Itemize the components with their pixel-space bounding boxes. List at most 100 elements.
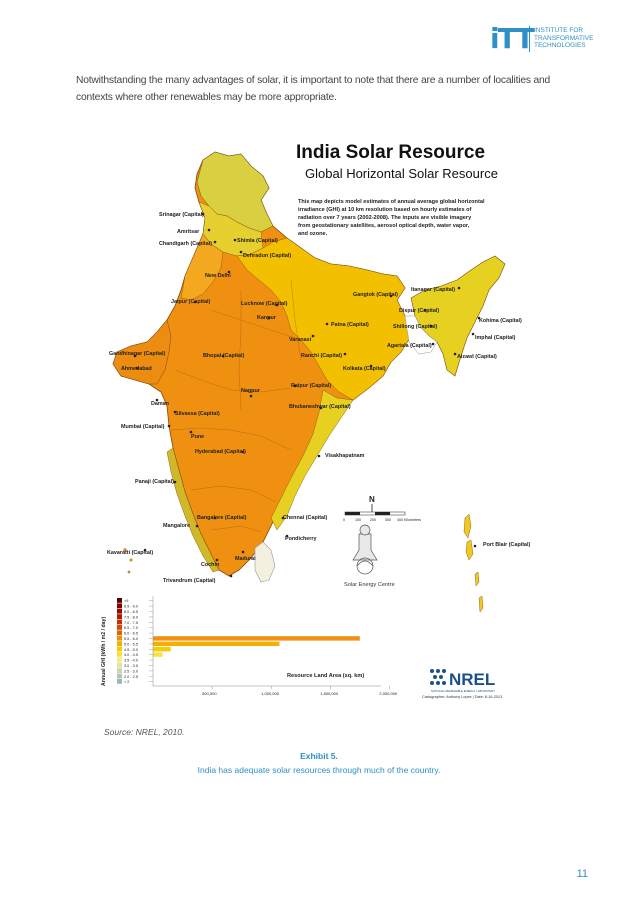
- nrel-logo: NREL NATIONAL RENEWABLE ENERGY LABORATOR…: [422, 669, 502, 699]
- city-label: Hyderabad (Capital): [195, 449, 246, 455]
- city-label: Kolkata (Capital): [343, 366, 386, 372]
- city-label: Mangalore: [163, 523, 190, 529]
- itt-logo-text: INSTITUTE FOR TRANSFORMATIVE TECHNOLOGIE…: [534, 27, 593, 50]
- legend-swatch: [117, 679, 122, 684]
- city-label: Gangtok (Capital): [353, 292, 398, 298]
- city-labels: Srinagar (Capital) Amritsar Chandigarh (…: [107, 212, 531, 584]
- figure-source: Source: NREL, 2010.: [104, 727, 185, 737]
- logo-line: INSTITUTE FOR: [534, 27, 584, 34]
- city-label: Kanpur: [257, 315, 277, 321]
- city-label: Aizawl (Capital): [457, 354, 497, 360]
- legend-category-label: < 2: [124, 680, 129, 684]
- north-label: N: [369, 495, 375, 504]
- x-tick-label: 1,500,000: [320, 691, 339, 696]
- map-description-line: irradiance (GHI) at 10 km resolution bas…: [298, 207, 472, 213]
- city-label: Raipur (Capital): [291, 383, 331, 389]
- city-label: Imphal (Capital): [475, 335, 516, 341]
- legend-swatch: [117, 630, 122, 636]
- city-label: Chennai (Capital): [283, 515, 328, 521]
- legend-category-label: 6.0 - 6.5: [124, 632, 138, 636]
- bangladesh-gap: [404, 315, 438, 355]
- legend-swatch: [117, 652, 122, 657]
- city-label: Gandhinagar (Capital): [109, 351, 166, 357]
- legend-category-label: 4.5 - 5.0: [124, 648, 138, 652]
- legend-swatch: [117, 608, 122, 614]
- itt-logo-mark: iTT: [490, 22, 534, 55]
- map-description-line: from geostationary satellites, aerosol o…: [298, 223, 470, 229]
- gangetic-plain-region: [236, 237, 412, 401]
- legend-swatch: [117, 635, 122, 641]
- city-label: Kavaratti (Capital): [107, 550, 153, 556]
- scale-tick: 200: [370, 518, 376, 522]
- legend-swatch: [117, 641, 122, 646]
- legend-swatch: [117, 662, 122, 668]
- national-emblem: [352, 524, 378, 575]
- city-label: Srinagar (Capital): [159, 212, 204, 218]
- legend-bar: [153, 641, 280, 646]
- east-coast-region: [270, 389, 354, 531]
- legend-bar: [153, 636, 360, 641]
- map-description-line: radiation over 7 years (2002-2008). The …: [298, 215, 472, 221]
- city-label: Mumbai (Capital): [121, 424, 165, 430]
- legend-category-label: 3.5 - 4.0: [124, 659, 138, 663]
- city-label: Kohima (Capital): [479, 318, 522, 324]
- legend-swatch: [117, 673, 122, 679]
- exhibit-title: Exhibit 5.: [300, 751, 338, 761]
- map-subtitle: Global Horizontal Solar Resource: [305, 166, 498, 181]
- legend-category-label: 5.0 - 5.5: [124, 642, 138, 646]
- city-label: Panaji (Capital): [135, 479, 174, 485]
- city-label: Silvassa (Capital): [175, 411, 220, 417]
- legend-swatch: [117, 614, 122, 619]
- legend-category-label: 2.5 - 3.0: [124, 669, 138, 673]
- city-label: Shimla (Capital): [237, 238, 278, 244]
- city-label: Ranchi (Capital): [301, 353, 342, 359]
- exhibit-caption: India has adequate solar resources throu…: [197, 765, 441, 775]
- city-label: Patna (Capital): [331, 322, 369, 328]
- x-tick-label: 500,000: [202, 691, 217, 696]
- legend-swatch: [117, 646, 122, 652]
- map-description-line: This map depicts model estimates of annu…: [298, 199, 485, 205]
- nrel-subtext: NATIONAL RENEWABLE ENERGY LABORATORY: [431, 689, 495, 693]
- itt-logo: iTT INSTITUTE FOR TRANSFORMATIVE TECHNOL…: [490, 22, 600, 58]
- city-label: Cochin: [201, 562, 219, 568]
- city-label: Lucknow (Capital): [241, 301, 288, 307]
- scale-tick: 100: [355, 518, 361, 522]
- legend-category-label: 7.5 - 8.0: [124, 615, 138, 619]
- city-label: Bhopal (Capital): [203, 353, 245, 359]
- logo-divider: [529, 26, 530, 52]
- city-label: Dehradun (Capital): [243, 253, 291, 259]
- city-label: Bangalore (Capital): [197, 515, 247, 521]
- legend-category-label: 3.0 - 3.5: [124, 664, 138, 668]
- scale-tick: 400 Kilometers: [397, 518, 421, 522]
- nrel-wordmark: NREL: [449, 670, 495, 689]
- legend-category-label: 5.5 - 6.0: [124, 637, 138, 641]
- gujarat-region: [112, 319, 172, 385]
- city-label: Nagpur: [241, 388, 261, 394]
- emblem-caption: Solar Energy Centre: [344, 582, 395, 588]
- city-label: Daman: [151, 401, 169, 407]
- legend-bar: [153, 647, 171, 652]
- ghi-legend-chart: Annual GHI (kWh / m2 / day) >9 8.5 - 9.08…: [101, 596, 398, 696]
- city-label: Chandigarh (Capital): [159, 241, 212, 247]
- india-solar-map-figure: India Solar Resource Global Horizontal S…: [91, 130, 544, 715]
- chart-ylabel: Annual GHI (kWh / m2 / day): [101, 617, 107, 686]
- city-label: Itanagar (Capital): [411, 287, 455, 293]
- legend-category-label: 8.0 - 8.5: [124, 610, 138, 614]
- legend-category-label: >9: [124, 599, 128, 603]
- intro-paragraph: Notwithstanding the many advantages of s…: [76, 75, 551, 103]
- sri-lanka-shape: [254, 541, 276, 583]
- rajasthan-region: [180, 233, 224, 301]
- north-arrow: N: [369, 495, 375, 514]
- state-boundaries: [170, 279, 302, 533]
- legend-swatch: [117, 603, 122, 609]
- legend-category-label: 2.0 - 2.5: [124, 675, 138, 679]
- legend-swatches: >98.5 - 9.08.0 - 8.57.5 - 8.07.0 - 7.56.…: [117, 598, 153, 684]
- city-label: Visakhapatnam: [325, 453, 365, 459]
- city-label: Agartala (Capital): [387, 343, 432, 349]
- city-label: Pondicherry: [285, 536, 316, 542]
- india-map-shape: [112, 151, 506, 613]
- logo-line: TECHNOLOGIES: [534, 42, 586, 49]
- city-label: Pune: [191, 434, 204, 440]
- map-title: India Solar Resource: [296, 142, 485, 163]
- legend-category-label: 7.0 - 7.5: [124, 621, 138, 625]
